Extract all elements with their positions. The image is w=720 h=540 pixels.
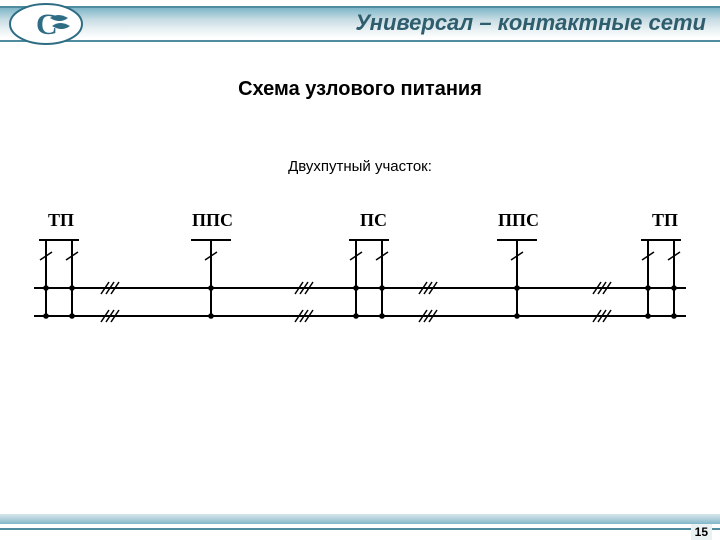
header-stripe-top: [0, 6, 720, 8]
power-scheme-diagram: ТП ППС ПС ППС ТП: [34, 200, 686, 330]
svg-text:ТП: ТП: [652, 210, 678, 230]
svg-text:ППС: ППС: [192, 210, 233, 230]
header: C Универсал – контактные сети: [0, 0, 720, 48]
footer-band: [0, 514, 720, 524]
header-title: Универсал – контактные сети: [355, 10, 706, 36]
header-stripe-bottom: [0, 40, 720, 42]
logo: C: [6, 0, 86, 48]
svg-text:ППС: ППС: [498, 210, 539, 230]
subtitle: Двухпутный участок:: [0, 158, 720, 175]
svg-text:ТП: ТП: [48, 210, 74, 230]
main-title: Схема узлового питания: [0, 78, 720, 101]
page-number: 15: [691, 524, 712, 540]
footer-stripe: [0, 528, 720, 530]
svg-text:ПС: ПС: [360, 210, 387, 230]
